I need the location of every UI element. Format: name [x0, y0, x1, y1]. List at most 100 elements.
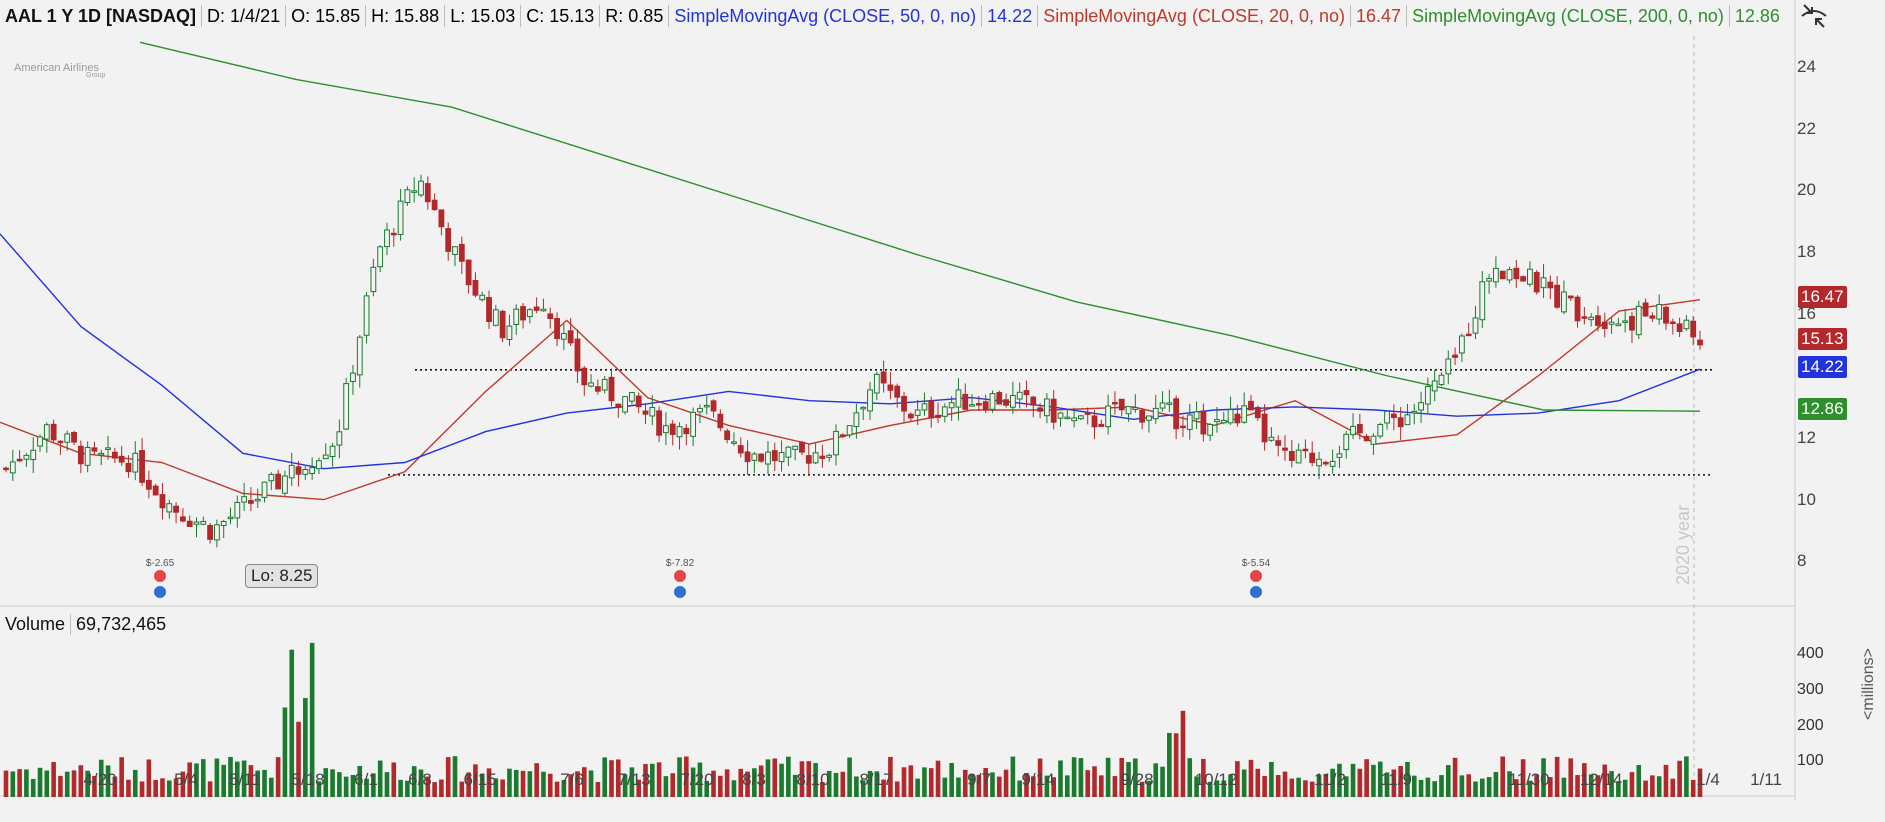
symbol-label[interactable]: AAL 1 Y 1D [NASDAQ]: [0, 4, 203, 27]
company-logo: American Airlines Group: [14, 62, 106, 79]
candle-body: [1567, 295, 1574, 299]
volume-bar: [187, 762, 192, 797]
candle-body: [608, 376, 615, 402]
candle-body: [145, 479, 152, 490]
volume-bar: [663, 776, 669, 797]
candle-body: [1588, 316, 1595, 321]
eps-marker[interactable]: $-2.65: [145, 558, 175, 569]
volume-bar: [1411, 775, 1417, 797]
candle-body: [826, 454, 833, 458]
candle-body: [513, 308, 520, 326]
x-tick: 11/2: [1314, 770, 1346, 789]
candle-body: [139, 450, 145, 483]
volume-bar: [1133, 758, 1138, 797]
candle-body: [166, 503, 173, 513]
candle-body: [200, 520, 207, 525]
candle-body: [1513, 267, 1520, 280]
candle-body: [1173, 398, 1180, 430]
volume-bar: [1010, 756, 1016, 797]
candle-body: [282, 475, 288, 494]
volume-bar: [1289, 778, 1295, 797]
volume-bar: [439, 779, 444, 797]
volume-bar: [547, 773, 553, 797]
volume-bar: [241, 760, 247, 797]
candle-body: [1595, 315, 1601, 326]
volume-bar: [772, 758, 778, 797]
sma200-study-label[interactable]: SimpleMovingAvg (CLOSE, 200, 0, no): [1407, 4, 1730, 27]
volume-bar: [792, 774, 798, 797]
candle-body: [91, 447, 98, 452]
candle-body: [234, 501, 241, 519]
volume-bar: [1391, 769, 1397, 797]
volume-bar: [1337, 763, 1342, 797]
candle-body: [1520, 276, 1527, 282]
candle-body: [1608, 321, 1615, 325]
candle-body: [941, 406, 948, 417]
volume-bar: [1418, 779, 1424, 797]
candle-body: [799, 441, 805, 453]
volume-y-tick: 300: [1797, 681, 1824, 698]
volume-bar: [1697, 768, 1703, 797]
volume-bar: [343, 776, 349, 797]
volume-bar: [391, 762, 397, 797]
candle-body: [1268, 436, 1275, 441]
volume-bar: [418, 769, 424, 797]
candle-body: [438, 209, 445, 228]
candle-body: [1316, 458, 1322, 467]
volume-bar: [194, 763, 199, 797]
volume-header: Volume 69,732,465: [0, 611, 171, 637]
volume-bar: [500, 779, 505, 797]
candle-body: [737, 445, 744, 454]
volume-bar: [466, 772, 471, 797]
eps-marker[interactable]: $-5.54: [1241, 558, 1271, 569]
volume-label[interactable]: Volume: [0, 613, 72, 635]
volume-bar: [1296, 777, 1301, 797]
candle-body: [581, 367, 588, 386]
collapse-icon[interactable]: [1798, 2, 1830, 30]
volume-bar: [922, 767, 927, 797]
high-label: H: 15.88: [366, 4, 446, 27]
volume-bar: [1065, 775, 1070, 797]
volume-bar: [1248, 759, 1254, 797]
candle-body: [792, 445, 799, 450]
volume-bar: [983, 767, 988, 797]
eps-marker[interactable]: $-7.82: [665, 558, 695, 569]
volume-bar: [867, 770, 873, 797]
candle-body: [615, 403, 622, 408]
candle-body: [445, 228, 452, 252]
volume-bar: [405, 780, 410, 797]
candle-body: [1071, 417, 1078, 422]
volume-bar: [656, 762, 662, 797]
volume-bar: [928, 768, 934, 797]
candle-body: [1690, 320, 1697, 338]
chart-header: AAL 1 Y 1D [NASDAQ] D: 1/4/21 O: 15.85 H…: [0, 0, 1785, 31]
volume-bar: [1316, 774, 1322, 797]
sma50-study-label[interactable]: SimpleMovingAvg (CLOSE, 50, 0, no): [669, 4, 983, 27]
candle-body: [526, 309, 533, 318]
volume-bar: [1003, 769, 1009, 797]
volume-bar: [37, 767, 43, 797]
candle-body: [1656, 303, 1663, 320]
candle-body: [1105, 405, 1112, 428]
volume-bar: [670, 773, 676, 797]
volume-bar: [1493, 772, 1499, 797]
candle-body: [1166, 402, 1173, 405]
x-tick: 8/3: [742, 770, 766, 789]
candle-body: [30, 449, 37, 461]
candle-body: [71, 432, 77, 443]
candle-body: [1390, 413, 1397, 419]
candle-body: [921, 403, 928, 411]
candle-body: [1248, 400, 1254, 411]
candle-body: [3, 467, 9, 471]
volume-bar: [92, 775, 97, 797]
candle-body: [1465, 333, 1472, 337]
sma20-study-label[interactable]: SimpleMovingAvg (CLOSE, 20, 0, no): [1038, 4, 1352, 27]
volume-bar: [738, 768, 744, 797]
volume-bar: [629, 767, 635, 797]
candle-body: [1282, 447, 1288, 451]
volume-bar: [541, 771, 546, 797]
volume-bar: [1241, 769, 1247, 797]
candle-body: [867, 389, 873, 412]
volume-bar: [1112, 776, 1118, 797]
candle-body: [275, 473, 282, 490]
